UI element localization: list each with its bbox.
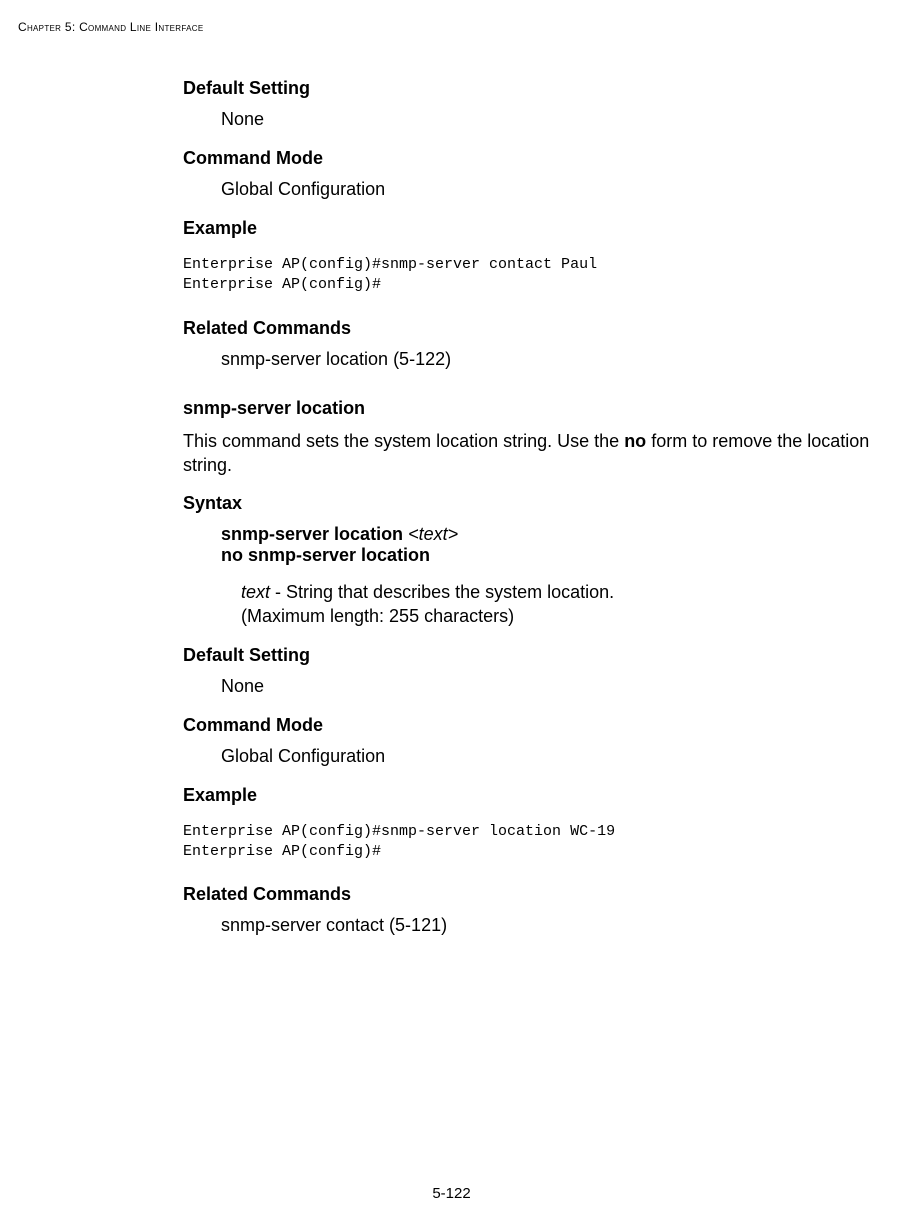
command-title-2: snmp-server location — [183, 398, 883, 419]
example-heading-2: Example — [183, 785, 883, 806]
default-setting-value-2: None — [221, 676, 883, 697]
related-commands-value-2: snmp-server contact (5-121) — [221, 915, 883, 936]
default-setting-heading-2: Default Setting — [183, 645, 883, 666]
command-mode-heading-1: Command Mode — [183, 148, 883, 169]
desc-pre: This command sets the system location st… — [183, 431, 624, 451]
command-description-2: This command sets the system location st… — [183, 429, 883, 478]
param-rest: - String that describes the system locat… — [270, 582, 614, 602]
example-heading-1: Example — [183, 218, 883, 239]
page-content: Default Setting None Command Mode Global… — [183, 78, 883, 954]
chapter-label: Chapter 5: Command Line Interface — [18, 20, 203, 34]
syntax-block: snmp-server location <text> no snmp-serv… — [221, 524, 883, 566]
param-note: (Maximum length: 255 characters) — [241, 604, 883, 628]
example-code-1: Enterprise AP(config)#snmp-server contac… — [183, 255, 883, 296]
page-number: 5-122 — [432, 1185, 470, 1202]
syntax-param-block: text - String that describes the system … — [241, 580, 883, 629]
syntax-line2-bold: no snmp-server location — [221, 545, 430, 565]
page-header: Chapter 5: Command Line Interface — [18, 20, 203, 34]
related-commands-heading-1: Related Commands — [183, 318, 883, 339]
command-mode-value-2: Global Configuration — [221, 746, 883, 767]
param-italic: text — [241, 582, 270, 602]
related-commands-heading-2: Related Commands — [183, 884, 883, 905]
default-setting-value-1: None — [221, 109, 883, 130]
command-mode-value-1: Global Configuration — [221, 179, 883, 200]
default-setting-heading-1: Default Setting — [183, 78, 883, 99]
example-code-2: Enterprise AP(config)#snmp-server locati… — [183, 822, 883, 863]
command-mode-heading-2: Command Mode — [183, 715, 883, 736]
related-commands-value-1: snmp-server location (5-122) — [221, 349, 883, 370]
syntax-heading: Syntax — [183, 493, 883, 514]
syntax-line1-bold: snmp-server location — [221, 524, 403, 544]
page-footer: 5-122 — [0, 1185, 903, 1202]
syntax-line1-italic: <text> — [403, 524, 458, 544]
desc-bold: no — [624, 431, 646, 451]
